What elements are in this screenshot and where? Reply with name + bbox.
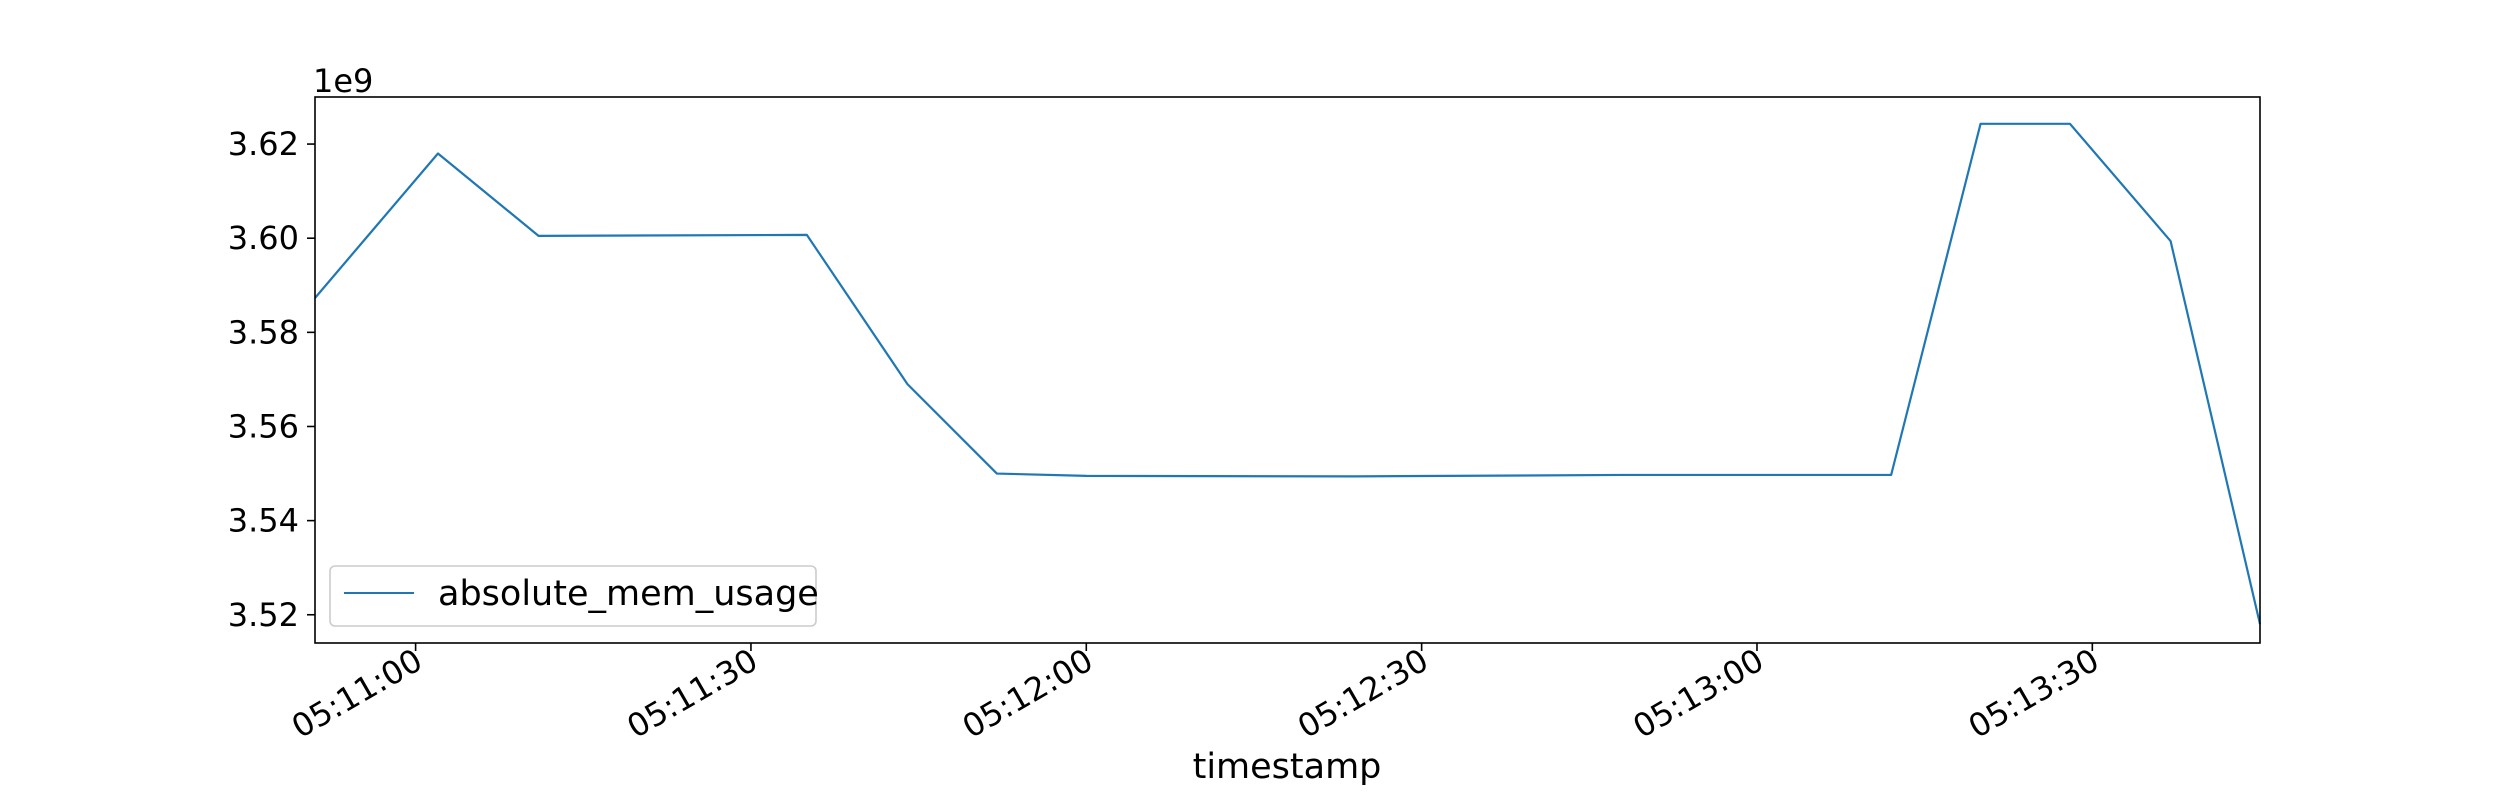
y-tick-label-2: 3.56 (228, 407, 299, 445)
y-tick-label-5: 3.62 (228, 125, 299, 163)
x-axis-title: timestamp (1193, 747, 1382, 787)
plot-frame (314, 96, 2261, 644)
y-axis: 3.52 3.54 3.56 3.58 3.60 3.62 (228, 125, 315, 634)
x-tick-label-1: 05:11:30 (620, 641, 763, 746)
x-tick-label-0: 05:11:00 (285, 641, 428, 746)
series-layer (314, 122, 2262, 625)
y-tick-label-4: 3.60 (228, 219, 299, 257)
y-tick-label-1: 3.54 (228, 502, 299, 540)
x-tick-label-3: 05:12:30 (1291, 641, 1434, 746)
x-tick-label-2: 05:12:00 (956, 641, 1099, 746)
x-tick-label-5: 05:13:30 (1962, 641, 2105, 746)
x-axis: 05:11:00 05:11:30 05:12:00 05:12:30 05:13:00… (285, 641, 2105, 746)
legend: absolute_mem_usage (329, 565, 819, 627)
y-tick-label-3: 3.58 (228, 313, 299, 351)
x-tick-label-4: 05:13:00 (1627, 641, 1770, 746)
series-line-0 (314, 122, 2262, 625)
legend-label-absolute-mem-usage: absolute_mem_usage (438, 574, 819, 614)
y-tick-label-0: 3.52 (228, 596, 299, 634)
legend-frame (329, 565, 817, 627)
y-axis-offset-label: 1e9 (313, 62, 373, 100)
